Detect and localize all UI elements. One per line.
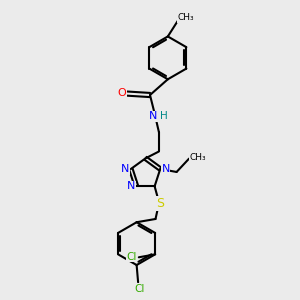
Text: Cl: Cl [134, 284, 145, 294]
Text: CH₃: CH₃ [189, 153, 206, 162]
Text: Cl: Cl [126, 252, 136, 262]
Text: O: O [117, 88, 126, 98]
Text: N: N [127, 181, 135, 191]
Text: N: N [121, 164, 130, 174]
Text: H: H [160, 111, 168, 122]
Text: S: S [156, 197, 164, 210]
Text: CH₃: CH₃ [177, 13, 194, 22]
Text: N: N [161, 164, 170, 174]
Text: N: N [149, 111, 157, 122]
